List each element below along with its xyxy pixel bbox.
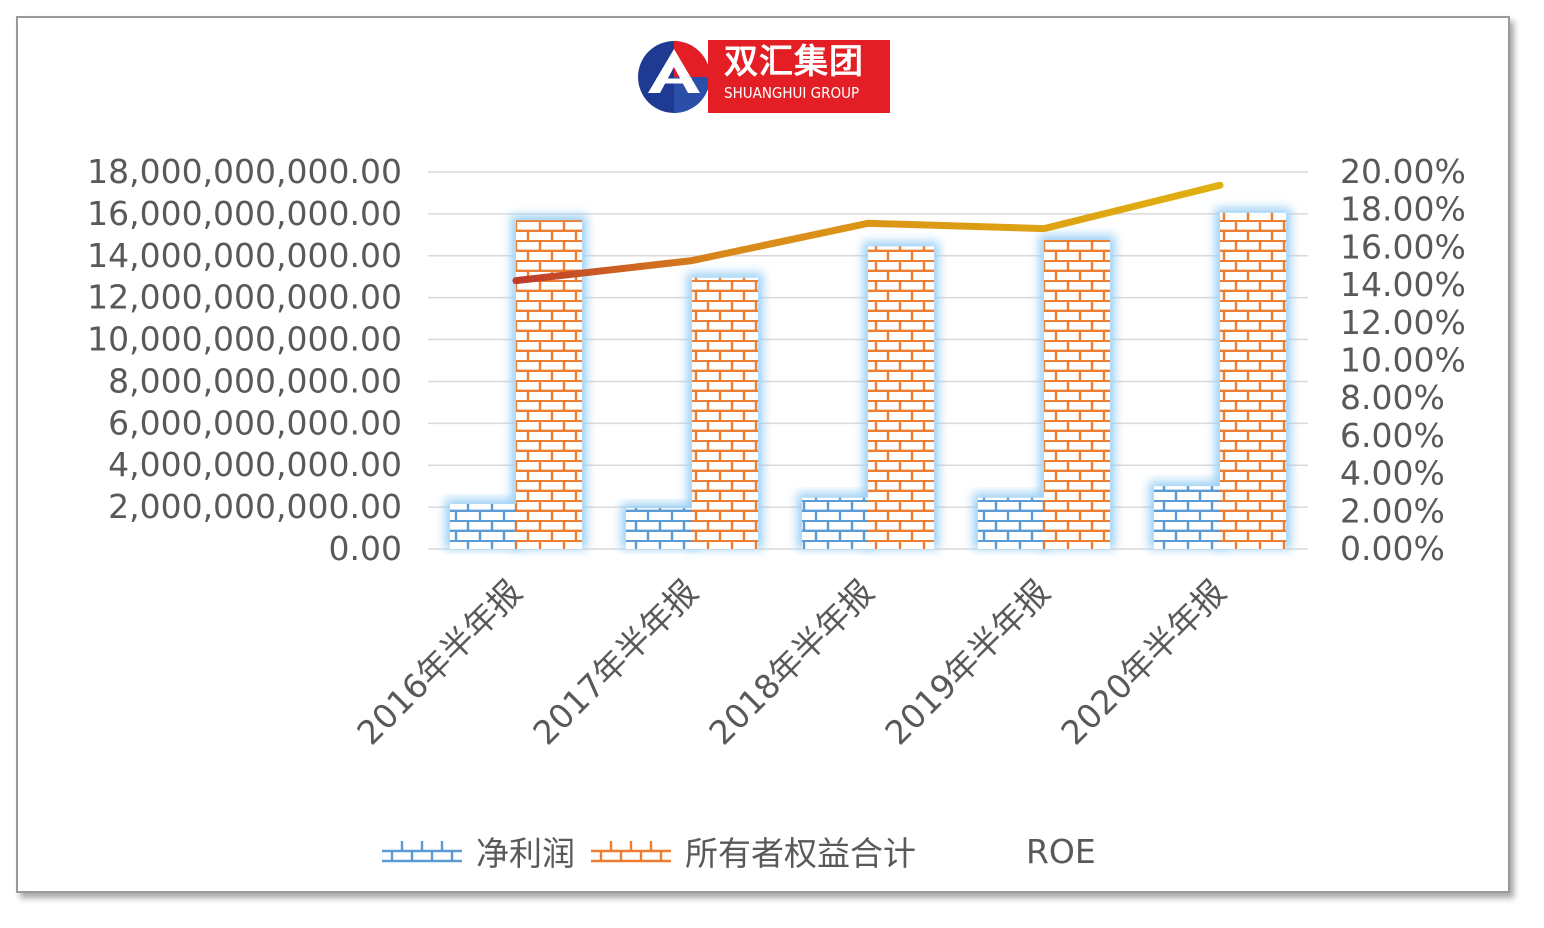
right-axis-tick-label: 6.00% (1340, 416, 1445, 455)
category-tick-label: 2020年半年报 (1053, 572, 1233, 752)
company-logo: 双汇集团 SHUANGHUI GROUP (636, 37, 892, 113)
legend-item-net-profit: 净利润 (380, 827, 575, 875)
globe-logo-icon (638, 41, 710, 113)
right-axis-tick-label: 4.00% (1340, 454, 1445, 493)
roe-line (512, 181, 1224, 285)
logo-english-name: SHUANGHUI GROUP (724, 84, 860, 102)
legend-label-roe: ROE (1026, 831, 1096, 871)
right-axis-tick-label: 12.00% (1340, 303, 1466, 342)
category-tick-label: 2016年半年报 (349, 572, 529, 752)
equity-bar (692, 277, 758, 549)
left-axis-tick-label: 0.00 (329, 529, 402, 568)
net-profit-bar (802, 497, 868, 549)
legend-swatch-roe (930, 847, 1014, 855)
category-tick-label: 2018年半年报 (701, 572, 881, 752)
roe-series-line (512, 181, 1224, 285)
equity-bar (1220, 212, 1286, 549)
legend-label-net-profit: 净利润 (476, 834, 575, 873)
left-axis-tick-label: 8,000,000,000.00 (108, 361, 402, 400)
left-axis-tick-label: 4,000,000,000.00 (108, 445, 402, 484)
right-axis-tick-label: 8.00% (1340, 378, 1445, 417)
right-axis-tick-label: 14.00% (1340, 265, 1466, 304)
net-profit-bar (626, 508, 692, 549)
right-axis-tick-label: 0.00% (1340, 529, 1445, 568)
equity-bar (516, 220, 582, 549)
equity-bar (868, 246, 934, 549)
left-axis-tick-label: 14,000,000,000.00 (87, 236, 402, 275)
legend-swatch-equity (591, 841, 671, 863)
left-axis-tick-label: 10,000,000,000.00 (87, 320, 402, 359)
left-axis-tick-label: 18,000,000,000.00 (87, 152, 402, 191)
net-profit-bar (450, 503, 516, 549)
legend-label-equity: 所有者权益合计 (685, 834, 916, 873)
left-axis-tick-label: 12,000,000,000.00 (87, 278, 402, 317)
right-axis-tick-label: 2.00% (1340, 491, 1445, 530)
logo-chinese-name: 双汇集团 (724, 42, 864, 82)
net-profit-bar (978, 497, 1044, 549)
equity-bar (1044, 240, 1110, 549)
category-tick-label: 2019年半年报 (877, 572, 1057, 752)
legend: 净利润 所有者权益合计 ROE (380, 826, 1110, 876)
logo-wordmark: 双汇集团 SHUANGHUI GROUP (708, 40, 890, 113)
right-axis-tick-label: 10.00% (1340, 341, 1466, 380)
right-axis-tick-label: 16.00% (1340, 227, 1466, 266)
right-axis-tick-label: 18.00% (1340, 190, 1466, 229)
legend-swatch-net-profit (382, 841, 462, 863)
right-axis-tick-label: 20.00% (1340, 152, 1466, 191)
left-axis-ticks: 0.002,000,000,000.004,000,000,000.006,00… (87, 152, 402, 568)
left-axis-tick-label: 2,000,000,000.00 (108, 487, 402, 526)
net-profit-bar (1154, 486, 1220, 549)
category-tick-label: 2017年半年报 (525, 572, 705, 752)
legend-item-equity: 所有者权益合计 (589, 827, 916, 875)
left-axis-tick-label: 6,000,000,000.00 (108, 403, 402, 442)
legend-item-roe: ROE (930, 832, 1096, 871)
left-axis-tick-label: 16,000,000,000.00 (87, 194, 402, 233)
right-axis-ticks: 0.00%2.00%4.00%6.00%8.00%10.00%12.00%14.… (1340, 152, 1466, 568)
